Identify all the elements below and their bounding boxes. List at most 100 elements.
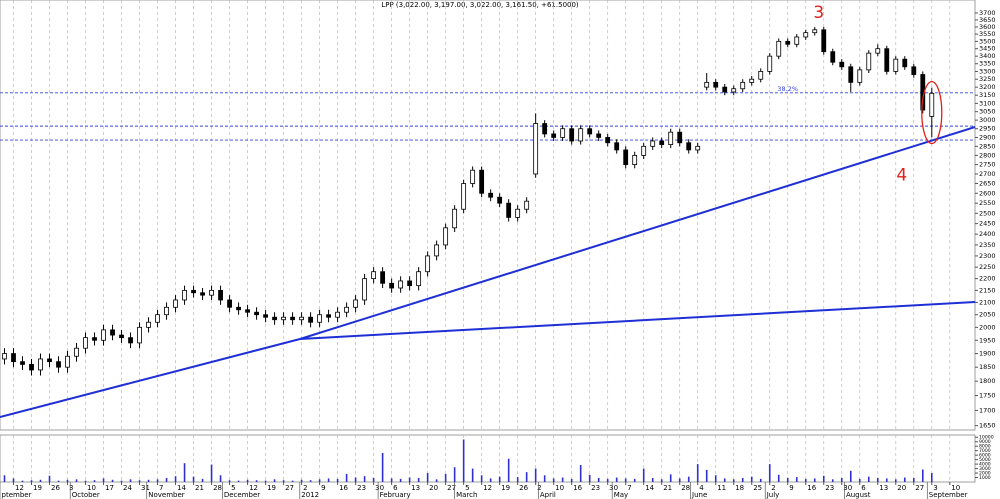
y-tick-label: 3100 [979,99,996,107]
candle-body [182,289,187,301]
volume-bar [858,478,861,482]
month-label: ptember [2,491,32,499]
candle-body [407,280,413,287]
candle-body [533,123,539,175]
candle-body [623,149,629,165]
candle-body [812,29,818,34]
volume-bar [57,480,60,482]
volume-bar [273,479,276,482]
volume-bar [759,478,762,482]
y-tick-label: 4000 [979,462,991,468]
volume-bar [876,477,879,482]
y-tick-label: 3000 [979,116,996,124]
y-tick-label: 2850 [979,142,996,150]
candle-body [929,92,935,117]
candle-body [659,140,665,145]
volume-bar [282,480,285,482]
volume-bar [552,478,555,482]
candle-body [119,334,124,339]
volume-bar [921,469,924,482]
y-tick-label: 1650 [979,422,996,430]
candle-body [146,321,151,328]
volume-bar [111,479,114,482]
volume-bar [651,477,654,482]
y-tick-label: 2250 [979,263,996,271]
y-tick-label: 2050 [979,311,996,319]
volume-bar [660,479,663,482]
volume-bar [561,477,564,482]
volume-bar [93,480,96,482]
x-tick-label: 27 [915,484,924,492]
x-tick-label: 19 [501,484,510,492]
candle-body [227,299,232,308]
candle-body [569,128,575,142]
volume-bar [678,478,681,482]
volume-bar [768,464,771,482]
volume-bar [264,480,267,482]
y-tick-label: 3700 [979,9,996,17]
volume-bar [777,474,780,482]
volume-bar [165,477,168,482]
volume-bar [822,475,825,482]
volume-bar [3,475,6,482]
annotation: 4 [896,165,907,185]
y-tick-label: 2000 [979,471,991,477]
candle-body [335,311,341,318]
y-tick-label: 3650 [979,16,996,24]
candle-body [605,137,611,144]
y-tick-label: 2600 [979,189,996,197]
volume-bar [480,475,483,482]
volume-bar [516,477,519,482]
y-tick-label: 2550 [979,199,996,207]
y-tick-label: 3450 [979,45,996,53]
volume-bar [309,480,312,482]
volume-bar [381,452,384,482]
candle-body [497,196,503,204]
x-tick-label: 2 [771,484,775,492]
candle-body [20,361,25,365]
x-tick-label: 13 [879,484,888,492]
y-tick-label: 2300 [979,252,996,260]
candle-body [353,299,359,308]
x-tick-label: 7 [627,484,631,492]
y-tick-label: 2500 [979,209,996,217]
candle-body [641,145,647,156]
candle-body [92,337,97,341]
candle-body [272,316,277,321]
volume-bar [138,480,141,482]
x-tick-label: 26 [519,484,528,492]
volume-bar [408,477,411,482]
volume-bar [849,470,852,482]
candle-body [398,280,404,289]
volume-bar [687,476,690,482]
candle-body [740,81,746,90]
x-tick-label: 4 [699,484,704,492]
candle-body [101,329,106,341]
volume-bar [840,477,843,482]
x-tick-label: 12 [249,484,258,492]
volume-bar [462,439,465,482]
candle-body [677,131,683,144]
candle-body [686,142,692,151]
volume-bar [246,479,249,482]
y-tick-label: 5000 [979,457,991,463]
volume-bar [705,469,708,482]
y-tick-label: 2350 [979,241,996,249]
candle-body [911,66,917,75]
candle-body [614,142,620,151]
y-tick-label: 1850 [979,363,996,371]
volume-bar [390,478,393,482]
volume-bar [219,475,222,482]
y-tick-label: 1000 [979,475,991,481]
candle-body [515,208,521,218]
volume-bar [435,479,438,482]
y-tick-label: 3400 [979,52,996,60]
y-tick-label: 6000 [979,453,991,459]
volume-panel [0,434,976,483]
candle-body [128,337,133,344]
volume-bar [300,479,303,482]
month-label: April [540,491,556,499]
volume-bar [786,477,789,482]
volume-bar [255,480,258,482]
